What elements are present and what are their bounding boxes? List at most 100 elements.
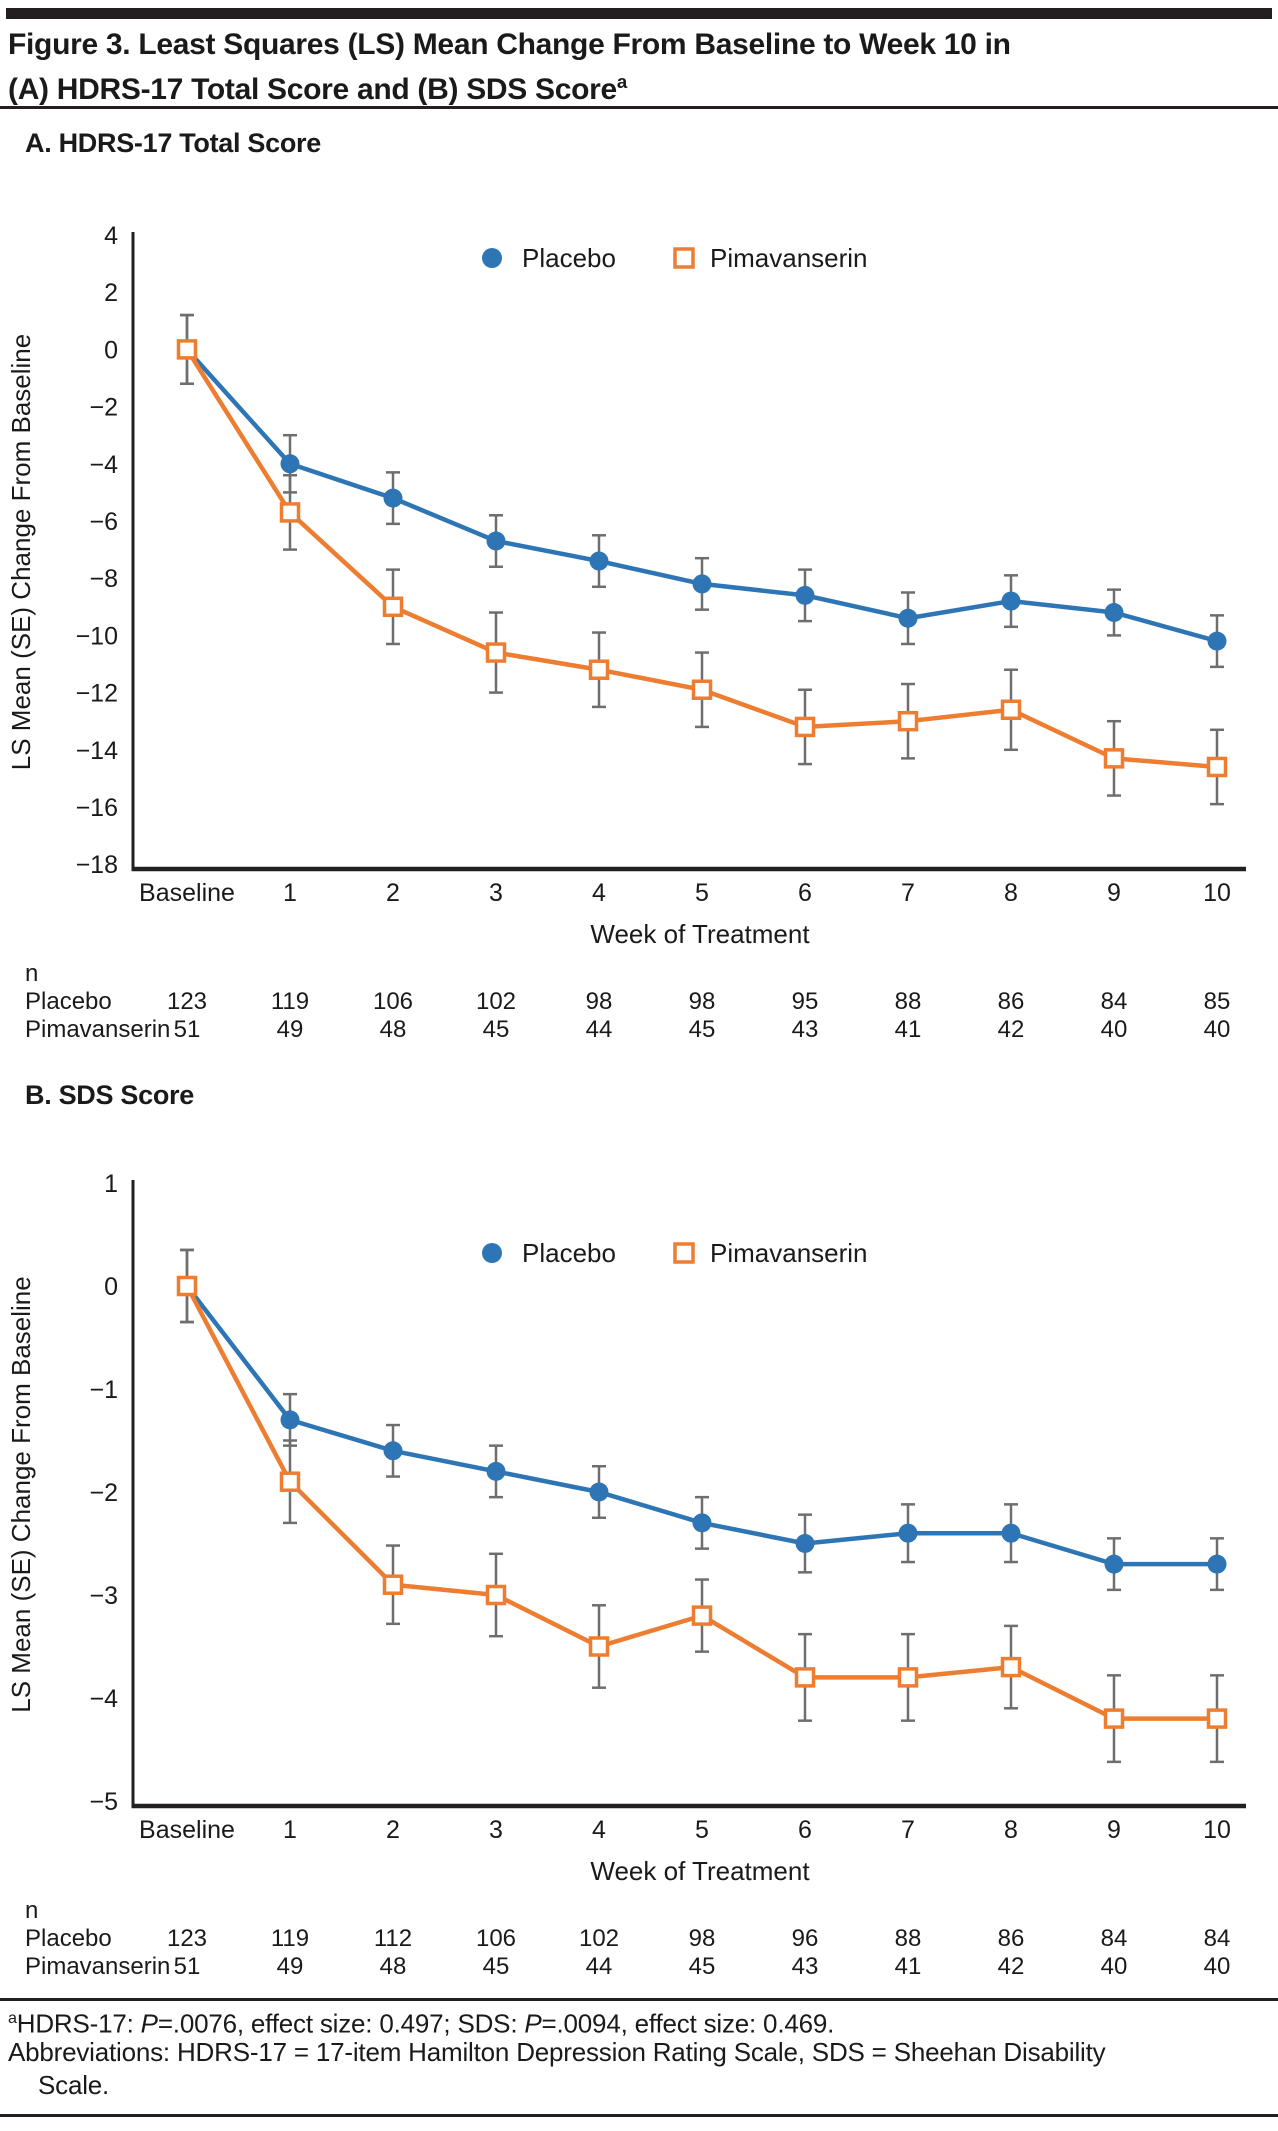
y-tick-labels: 4 2 0 −2 −4 −6 −8 −10 −12 −14 −16 −18 [76,222,119,879]
panel-a-heading: A. HDRS-17 Total Score [25,128,321,158]
y-tick-label: 0 [104,336,118,364]
data-point-marker [1001,591,1021,611]
figure-title-superscript: a [616,71,627,92]
n-table-cell: 123 [167,988,207,1015]
data-point-marker [383,1441,403,1461]
data-point-marker [486,1461,506,1481]
n-table-cell: 45 [689,1016,716,1043]
data-point-marker [588,1636,610,1657]
n-table-cell: 85 [1204,988,1231,1015]
legend-pimavanserin-label: Pimavanserin [710,243,868,273]
data-point-marker [383,488,403,508]
legend-placebo-marker-icon [482,248,502,268]
footnote-top-rule [0,1998,1278,2001]
x-tick-label: Baseline [139,879,235,907]
legend-placebo-label: Placebo [522,243,616,273]
x-tick-labels: Baseline 1 2 3 4 5 6 7 8 9 10 [139,879,1231,907]
n-table-cell: 84 [1204,1925,1231,1952]
placebo-markers [177,1276,1227,1574]
legend: Placebo Pimavanserin [482,243,868,273]
data-point-marker [279,1471,301,1492]
error-bars-placebo [180,1248,1224,1592]
x-tick-label: 6 [798,879,812,907]
n-table-cell: 44 [586,1016,613,1043]
data-point-marker [176,339,198,360]
x-tick-label: 2 [386,879,400,907]
n-table-cell: 123 [167,1925,207,1952]
n-table-cell: 51 [174,1953,201,1980]
data-point-marker [1206,756,1228,778]
data-point-marker [280,1410,300,1430]
n-row-placebo-label: Placebo [25,988,112,1015]
data-point-marker [1207,1554,1227,1574]
y-tick-label: 0 [104,1273,118,1301]
data-point-marker [1001,1523,1021,1543]
data-point-marker [897,710,919,732]
panel-b-heading: B. SDS Score [25,1080,194,1110]
title-divider-rule [0,106,1278,109]
x-tick-label: 3 [489,1816,503,1844]
n-table-cell: 95 [792,988,819,1015]
legend-placebo-marker-icon [482,1243,502,1263]
data-point-marker [176,1275,198,1297]
data-point-marker [692,574,712,594]
n-table-cell: 84 [1101,988,1128,1015]
y-tick-label: −3 [89,1582,118,1610]
legend: Placebo Pimavanserin [482,1238,868,1268]
y-tick-labels: 1 0 −1 −2 −3 −4 −5 [89,1170,118,1816]
n-table-cell: 42 [998,1016,1025,1043]
x-tick-label: 9 [1107,879,1121,907]
y-tick-label: 4 [104,222,118,250]
y-tick-label: −2 [89,394,118,422]
n-table-cell: 40 [1204,1016,1231,1043]
data-point-marker [485,642,507,663]
n-table-cell: 49 [277,1016,304,1043]
data-point-marker [691,679,713,700]
x-tick-label: 4 [592,1816,606,1844]
n-table-cell: 42 [998,1953,1025,1980]
n-table-cell: 41 [895,1953,922,1980]
n-table-cell: 106 [476,1925,516,1952]
footnote-abbrev-line2: Scale. [38,2070,110,2100]
n-row-pimavanserin-label: Pimavanserin [25,1953,170,1980]
n-table-cell: 41 [895,1016,922,1043]
data-point-marker [795,1534,815,1553]
n-table-cell: 98 [689,988,716,1015]
y-tick-label: −16 [76,794,118,822]
data-point-marker [1000,699,1022,721]
footnote-abbreviations: Abbreviations: HDRS-17 = 17-item Hamilto… [8,2036,1270,2102]
figure-title-line1: Figure 3. Least Squares (LS) Mean Change… [8,28,1011,61]
x-tick-label: 10 [1203,879,1231,907]
y-tick-label: −4 [89,1685,118,1713]
x-tick-label: 1 [283,879,297,907]
data-point-marker [1206,1708,1228,1729]
y-tick-label: −18 [76,851,118,879]
n-table-cell: 45 [483,1953,510,1980]
n-table-cell: 45 [483,1016,510,1043]
pimavanserin-markers [176,339,1228,778]
y-tick-label: −5 [89,1788,118,1816]
n-table-cell: 96 [792,1925,819,1952]
data-point-marker [1103,1708,1125,1729]
data-point-marker [897,1667,919,1688]
legend-pimavanserin-marker-icon [673,247,695,269]
data-point-marker [382,596,404,618]
y-tick-label: −2 [89,1479,118,1507]
data-point-marker [485,1584,507,1606]
error-bars-placebo [180,313,1224,669]
n-table-cell: 45 [689,1953,716,1980]
data-point-marker [486,531,506,551]
x-tick-label: 8 [1004,879,1018,907]
y-tick-label: 1 [104,1170,118,1198]
data-point-marker [691,1605,713,1626]
x-tick-label: 4 [592,879,606,907]
n-table-header: n [25,1897,38,1924]
figure-title: Figure 3. Least Squares (LS) Mean Change… [8,26,1011,108]
x-tick-label: 10 [1203,1816,1231,1844]
n-table-cell: 44 [586,1953,613,1980]
x-tick-label: 9 [1107,1816,1121,1844]
footnote-abbrev-line1: Abbreviations: HDRS-17 = 17-item Hamilto… [8,2037,1106,2067]
footnote-stats-p1: P [140,2008,158,2039]
n-table-cell: 40 [1101,1953,1128,1980]
